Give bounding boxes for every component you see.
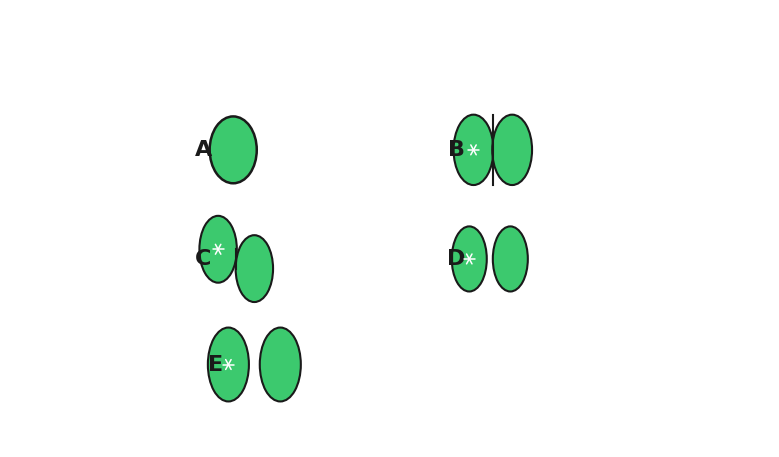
Ellipse shape bbox=[235, 235, 273, 302]
Ellipse shape bbox=[210, 117, 257, 183]
Text: B: B bbox=[448, 140, 465, 160]
Ellipse shape bbox=[492, 115, 532, 185]
Text: D: D bbox=[447, 249, 466, 269]
Ellipse shape bbox=[199, 216, 237, 283]
Ellipse shape bbox=[208, 328, 249, 401]
Ellipse shape bbox=[453, 115, 493, 185]
Ellipse shape bbox=[259, 328, 301, 401]
Ellipse shape bbox=[452, 226, 487, 292]
Text: C: C bbox=[195, 249, 211, 269]
Text: E: E bbox=[207, 355, 223, 374]
Text: A: A bbox=[195, 140, 212, 160]
Ellipse shape bbox=[493, 226, 528, 292]
